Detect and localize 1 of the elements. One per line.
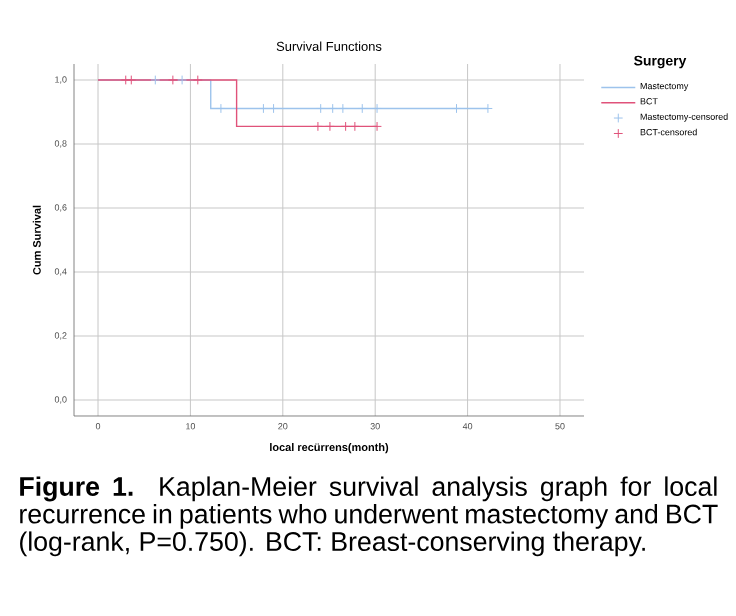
text: Figure 1. Kaplan-Meier survival analysis graph for local recurrence in patients who underwent mastectomy and BCT (log-rank, P=0.750). BCT: Breast-conserving therapy. [20, 476, 718, 557]
